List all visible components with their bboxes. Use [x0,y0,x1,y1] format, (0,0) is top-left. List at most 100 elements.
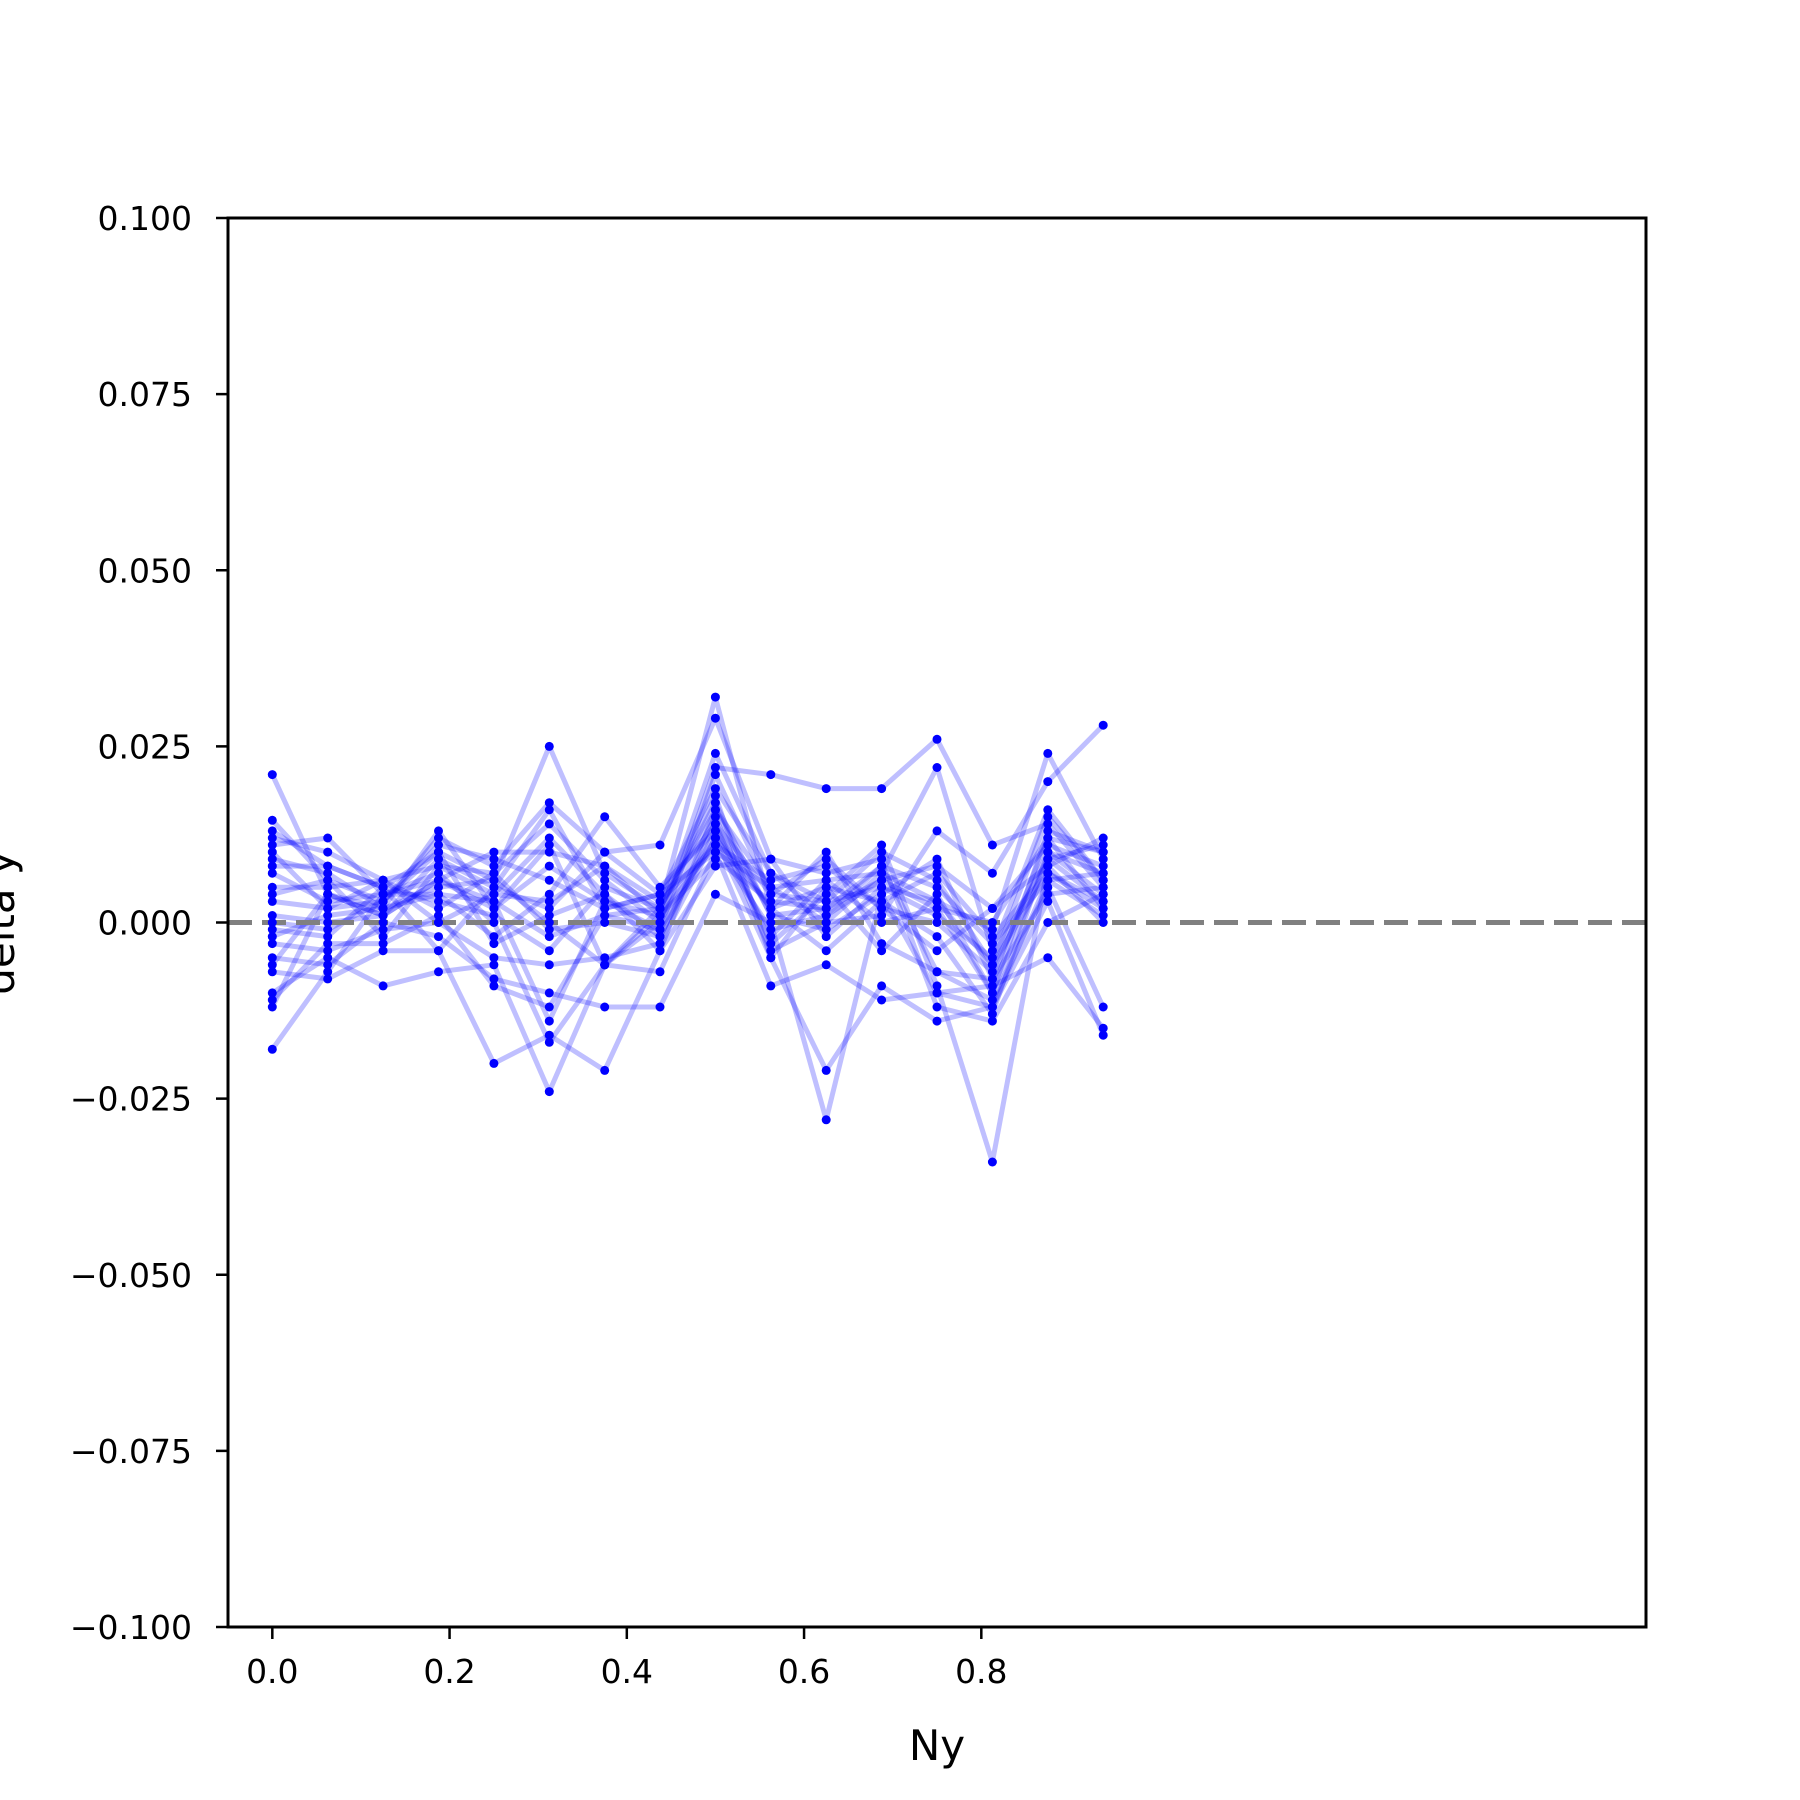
data-point [877,896,887,906]
series-line-5 [271,835,1105,954]
data-point [1043,833,1053,843]
series-line-13 [271,835,1106,1073]
data-point [434,840,443,850]
data-point [544,988,554,998]
data-point [323,882,333,892]
data-point [1098,918,1108,927]
data-point [821,861,831,871]
data-point [821,882,831,892]
series-line-17 [270,800,1105,1010]
data-point [1098,911,1108,920]
data-point [766,875,776,885]
data-point [544,840,554,850]
y-tick-label: −0.100 [70,1608,192,1647]
data-point [987,918,997,927]
data-point [1043,896,1053,906]
data-point [323,974,333,984]
data-point [489,1058,499,1068]
data-point [655,932,665,942]
data-point [987,932,997,942]
x-tick-label: 0.2 [423,1652,475,1691]
data-point [323,932,333,942]
data-point [932,734,942,744]
series-line-6 [271,828,1104,947]
data-point [1043,854,1053,864]
data-point [267,967,277,977]
data-point [1043,875,1053,885]
data-point [655,903,665,913]
data-point [987,1002,997,1012]
marker-layer [267,692,1108,1167]
data-point [877,995,887,1005]
data-point [655,911,665,920]
data-point [932,946,942,956]
data-point [710,713,720,723]
data-point [600,812,610,822]
data-point [600,861,610,871]
series-line-18 [270,772,1105,1024]
data-point [1098,1002,1108,1012]
data-point [932,861,942,871]
data-point [544,960,554,970]
data-point [267,925,277,934]
data-point [766,953,776,963]
data-point [1098,868,1108,878]
series-line-10 [271,715,1106,940]
series-layer [270,694,1106,1165]
data-point [766,918,776,927]
data-point [267,918,277,927]
data-point [544,847,554,857]
data-point [544,896,554,906]
data-point [987,840,997,850]
data-point [544,1087,554,1097]
data-point [987,974,997,984]
data-point [766,770,776,780]
series-line-1 [270,773,1105,1017]
data-point [267,861,277,871]
data-point [821,1065,831,1075]
data-point [378,889,388,899]
data-point [987,1009,997,1019]
data-point [766,981,776,991]
data-point [544,875,554,885]
data-point [378,932,388,942]
data-point [267,833,277,843]
data-point [932,981,942,991]
data-point [766,896,776,906]
data-point [987,1157,997,1167]
data-point [1043,918,1053,927]
data-point [710,847,720,857]
data-point [821,903,831,913]
data-point [489,847,499,857]
data-point [821,889,831,899]
data-point [323,939,333,949]
y-tick-label: −0.075 [70,1432,192,1471]
data-point [489,889,499,899]
data-point [378,939,388,949]
data-point [544,918,554,927]
data-point [1098,1023,1108,1033]
data-point [600,896,610,906]
data-point [544,741,554,751]
data-point [267,840,277,850]
data-point [932,911,942,920]
data-point [766,911,776,920]
data-point [378,918,388,927]
data-point [932,988,942,998]
data-point [655,918,665,927]
data-point [267,932,277,942]
series-line-16 [270,849,1105,1095]
data-point [1043,826,1053,836]
data-point [877,854,887,864]
data-point [710,763,720,772]
data-point [600,875,610,885]
data-point [655,889,665,899]
data-point [1098,875,1108,885]
x-tick-label: 0.8 [955,1652,1007,1691]
y-tick-label: 0.050 [98,551,192,590]
series-line-7 [271,765,1106,954]
data-point [544,819,554,829]
data-point [1043,819,1053,829]
data-point [434,875,443,885]
data-point [489,875,499,885]
